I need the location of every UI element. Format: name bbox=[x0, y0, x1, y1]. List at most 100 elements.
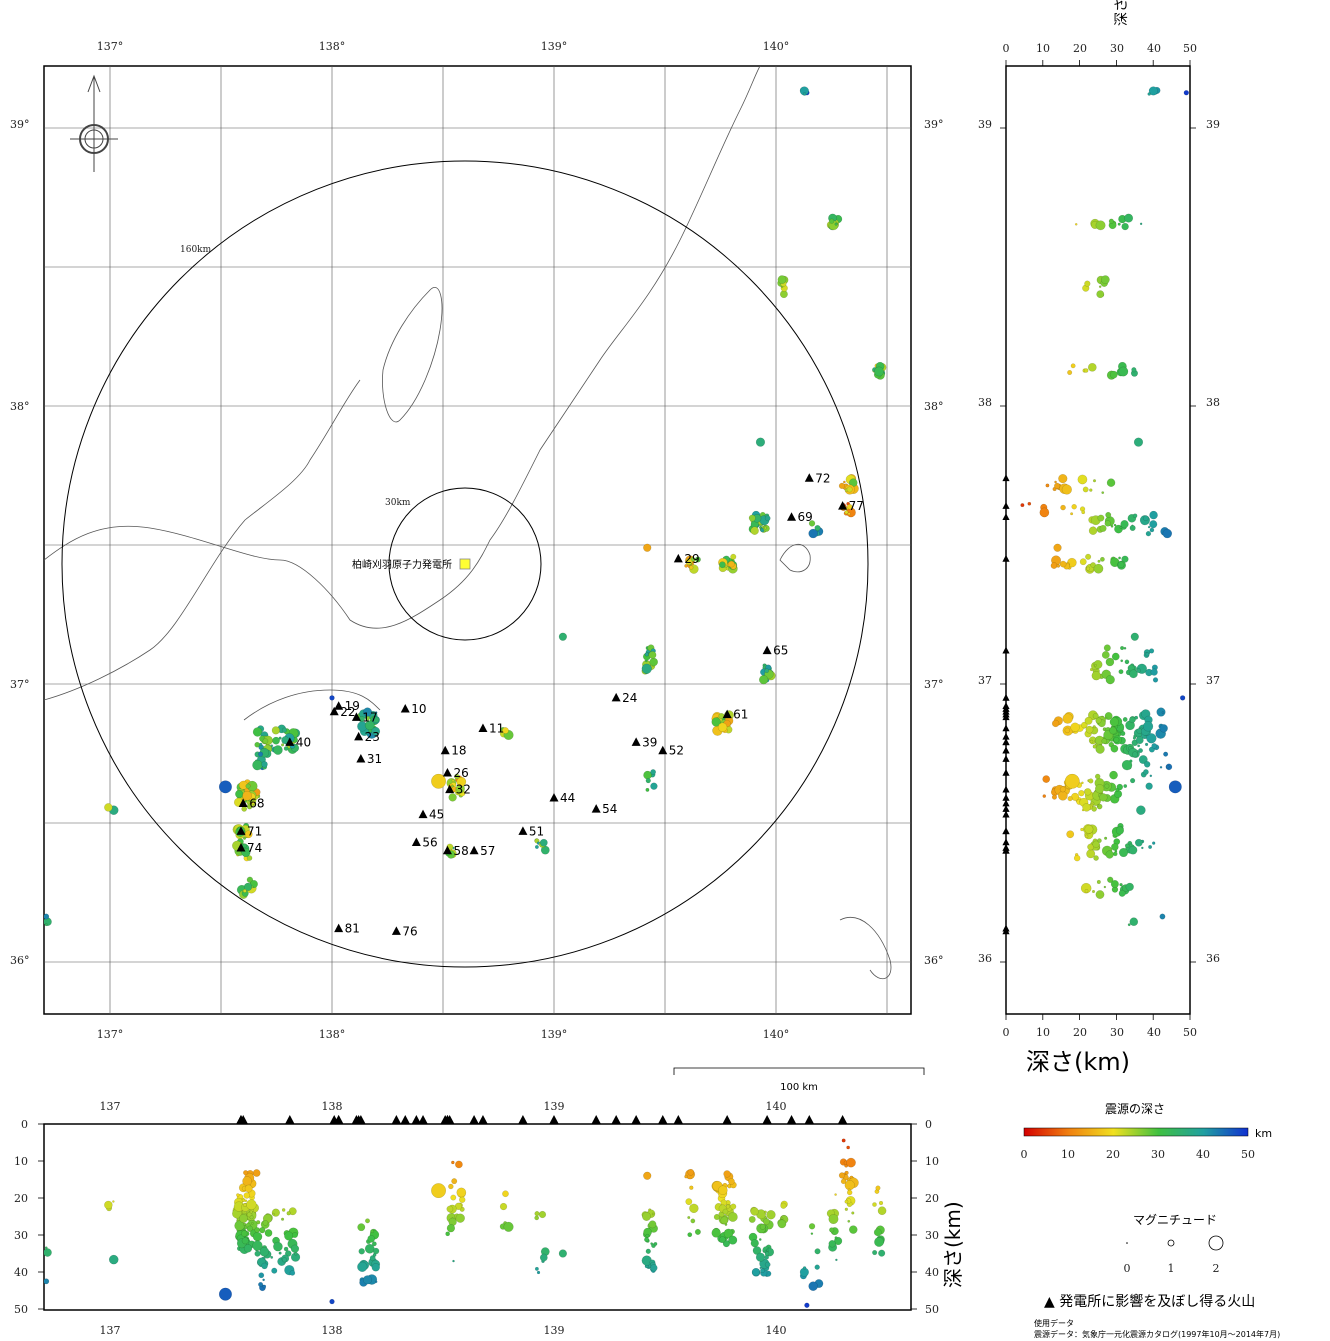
ns-hypocenter-marker bbox=[1115, 826, 1124, 835]
ew-hypocenter-marker bbox=[804, 1302, 810, 1308]
ew-hypocenter-marker bbox=[685, 1198, 693, 1205]
ew-hypocenter-marker bbox=[502, 1190, 509, 1198]
ns-volcano-marker bbox=[1002, 755, 1010, 762]
ns-ticks bbox=[1000, 60, 1196, 1020]
volcano-id-label: 58 bbox=[453, 844, 468, 858]
volcano-id-label: 24 bbox=[622, 691, 637, 705]
ew-depth-tick: 10 bbox=[925, 1155, 939, 1168]
ew-lon-tick-top: 140 bbox=[766, 1100, 787, 1113]
ew-lon-tick-top: 138 bbox=[322, 1100, 343, 1113]
ns-hypocenter-marker bbox=[1101, 738, 1108, 744]
volcano-id-label: 76 bbox=[402, 924, 417, 938]
ew-hypocenter-marker bbox=[44, 1248, 52, 1257]
ew-lon-ticks-top: 137 138 139 140 bbox=[100, 1100, 787, 1113]
map-frame bbox=[43, 65, 912, 1015]
ew-hypocenter-marker bbox=[244, 1184, 253, 1193]
lat-tick-right: 38° bbox=[924, 400, 944, 413]
ew-volcano-marker bbox=[549, 1115, 559, 1124]
ew-hypocenter-marker bbox=[358, 1248, 365, 1255]
ew-hypocenter-marker bbox=[273, 1241, 283, 1252]
ew-hypocenter-marker bbox=[762, 1218, 770, 1226]
ns-hypocenter-marker bbox=[1146, 733, 1157, 744]
ns-hypocenter-marker bbox=[1095, 773, 1101, 780]
ns-depth-tick: 50 bbox=[1183, 42, 1197, 55]
epicenter-marker bbox=[364, 720, 375, 731]
ns-hypocenter-marker bbox=[1081, 781, 1084, 785]
ew-lon-tick-bottom: 140 bbox=[766, 1324, 787, 1337]
ns-hypocenter-marker bbox=[1094, 664, 1097, 667]
ns-lat-tick: 39 bbox=[978, 118, 992, 131]
volcano-marker bbox=[411, 837, 421, 846]
volcano-marker bbox=[611, 692, 621, 702]
mag-0-circle bbox=[1126, 1242, 1128, 1244]
ew-volcano-marker bbox=[838, 1115, 848, 1124]
ew-hypocenter-marker bbox=[451, 1160, 455, 1165]
ew-hypocenter-marker bbox=[243, 1203, 247, 1207]
ns-hypocenter-marker bbox=[1121, 222, 1129, 231]
ns-hypocenter-marker bbox=[1084, 788, 1092, 796]
ew-volcano-marker bbox=[356, 1115, 366, 1124]
epicenter-marker bbox=[535, 845, 539, 849]
epicenter-marker bbox=[649, 657, 658, 667]
ns-hypocenter-marker bbox=[1161, 711, 1165, 714]
ew-hypocenter-marker bbox=[849, 1225, 858, 1234]
ns-depth-tick: 10 bbox=[1036, 42, 1050, 55]
map-epicenters bbox=[44, 86, 887, 927]
ns-hypocenter-marker bbox=[1087, 843, 1094, 851]
ns-hypocenter-marker bbox=[1060, 504, 1066, 511]
ew-hypocenter-marker bbox=[690, 1218, 696, 1224]
ns-hypocenter-marker bbox=[1073, 854, 1081, 862]
ew-hypocenter-marker bbox=[720, 1216, 729, 1225]
epicenter-marker bbox=[44, 923, 48, 927]
ns-depth-tick: 50 bbox=[1183, 1026, 1197, 1039]
ns-hypocenter-marker bbox=[1119, 883, 1123, 887]
ew-hypocenter-marker bbox=[241, 1198, 246, 1203]
ns-volcano-marker bbox=[1002, 738, 1010, 746]
ns-volcano-marker bbox=[1002, 927, 1010, 935]
lat-tick-right: 36° bbox=[924, 954, 944, 967]
ns-hypocenter-marker bbox=[1105, 675, 1115, 685]
ns-hypocenter-marker bbox=[1088, 778, 1094, 784]
volcano-marker bbox=[285, 737, 295, 746]
ns-hypocenter-marker bbox=[1105, 850, 1114, 859]
ns-hypocenter-marker bbox=[1129, 917, 1139, 926]
ew-hypocenter-marker bbox=[642, 1212, 651, 1221]
ew-hypocenter-marker bbox=[499, 1202, 508, 1211]
ns-depth-tick: 40 bbox=[1147, 42, 1161, 55]
ew-hypocenter-marker bbox=[234, 1220, 245, 1231]
ns-hypocenter-marker bbox=[1054, 482, 1061, 489]
ns-hypocenter-marker bbox=[1132, 513, 1138, 518]
ns-hypocenter-marker bbox=[1070, 363, 1076, 369]
volcano-id-label: 69 bbox=[798, 510, 813, 524]
ew-volcano-marker bbox=[631, 1115, 641, 1124]
ew-volcano-marker bbox=[411, 1115, 421, 1124]
epicenter-marker bbox=[245, 783, 251, 789]
ns-hypocenter-marker bbox=[1084, 824, 1094, 834]
epicenter-marker bbox=[764, 526, 767, 530]
ns-hypocenter-marker bbox=[1104, 783, 1110, 789]
ew-depth-tick: 10 bbox=[14, 1155, 28, 1168]
ew-hypocenter-marker bbox=[534, 1215, 539, 1221]
ew-hypocenter-marker bbox=[829, 1227, 835, 1233]
ew-hypocenter-marker bbox=[694, 1229, 701, 1235]
ns-hypocenter-marker bbox=[1066, 830, 1075, 839]
ew-hypocenter-marker bbox=[711, 1228, 721, 1238]
epicenter-marker bbox=[829, 218, 835, 224]
ew-hypocenter-marker bbox=[878, 1200, 884, 1206]
ns-hypocenter-marker bbox=[1110, 880, 1119, 888]
volcano-marker bbox=[673, 553, 683, 563]
ew-hypocenter-marker bbox=[872, 1202, 877, 1207]
epicenter-marker bbox=[645, 778, 651, 784]
ns-hypocenter-marker bbox=[1061, 484, 1072, 495]
ew-hypocenter-marker bbox=[844, 1207, 848, 1211]
ew-hypocenter-marker bbox=[241, 1237, 249, 1245]
volcano-id-label: 72 bbox=[815, 471, 830, 485]
ew-hypocenter-marker bbox=[259, 1227, 266, 1234]
ew-lon-tick-bottom: 137 bbox=[100, 1324, 121, 1337]
ns-hypocenter-marker bbox=[1092, 713, 1099, 719]
ns-hypocenter-marker bbox=[1095, 220, 1106, 231]
ns-hypocenter-marker bbox=[1145, 531, 1151, 537]
volcano-marker bbox=[351, 712, 361, 721]
ns-hypocenter-marker bbox=[1121, 759, 1133, 771]
